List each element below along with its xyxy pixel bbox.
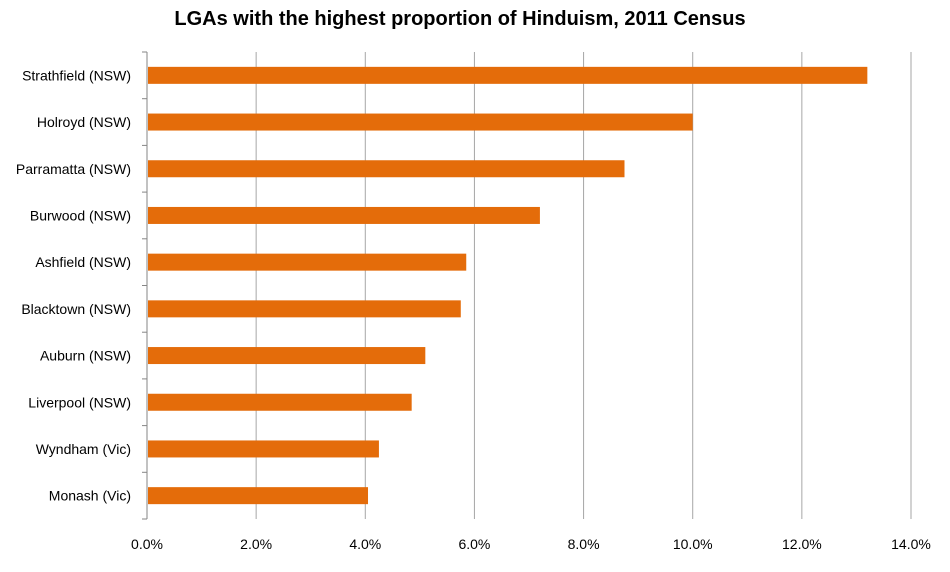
bar xyxy=(148,113,693,131)
bar xyxy=(148,440,379,458)
y-axis xyxy=(142,51,148,520)
category-label: Holroyd (NSW) xyxy=(37,114,131,130)
x-tick-labels: 0.0% 2.0% 4.0% 6.0% 8.0% 10.0% 12.0% 14.0% xyxy=(131,536,931,552)
bar xyxy=(148,393,412,411)
category-labels: Strathfield (NSW) Holroyd (NSW) Parramatta… xyxy=(16,67,131,503)
category-label: Wyndham (Vic) xyxy=(36,441,131,457)
bars xyxy=(148,66,868,505)
category-label: Monash (Vic) xyxy=(49,488,131,504)
category-label: Parramatta (NSW) xyxy=(16,161,131,177)
x-tick-label: 10.0% xyxy=(673,536,713,552)
category-label: Auburn (NSW) xyxy=(40,348,131,364)
chart-title: LGAs with the highest proportion of Hind… xyxy=(174,8,746,30)
x-tick-label: 14.0% xyxy=(891,536,931,552)
category-label: Liverpool (NSW) xyxy=(28,394,131,410)
bar xyxy=(148,160,625,178)
category-label: Blacktown (NSW) xyxy=(21,301,131,317)
x-tick-label: 8.0% xyxy=(568,536,600,552)
bar xyxy=(148,347,426,365)
bar xyxy=(148,206,540,224)
x-tick-label: 12.0% xyxy=(782,536,822,552)
bar xyxy=(148,487,369,505)
x-tick-label: 6.0% xyxy=(458,536,490,552)
x-tick-label: 4.0% xyxy=(349,536,381,552)
category-label: Ashfield (NSW) xyxy=(35,254,131,270)
x-tick-label: 0.0% xyxy=(131,536,163,552)
bar xyxy=(148,66,868,84)
bar xyxy=(148,253,467,271)
x-tick-label: 2.0% xyxy=(240,536,272,552)
category-label: Burwood (NSW) xyxy=(30,207,131,223)
bar xyxy=(148,300,461,318)
category-label: Strathfield (NSW) xyxy=(22,67,131,83)
